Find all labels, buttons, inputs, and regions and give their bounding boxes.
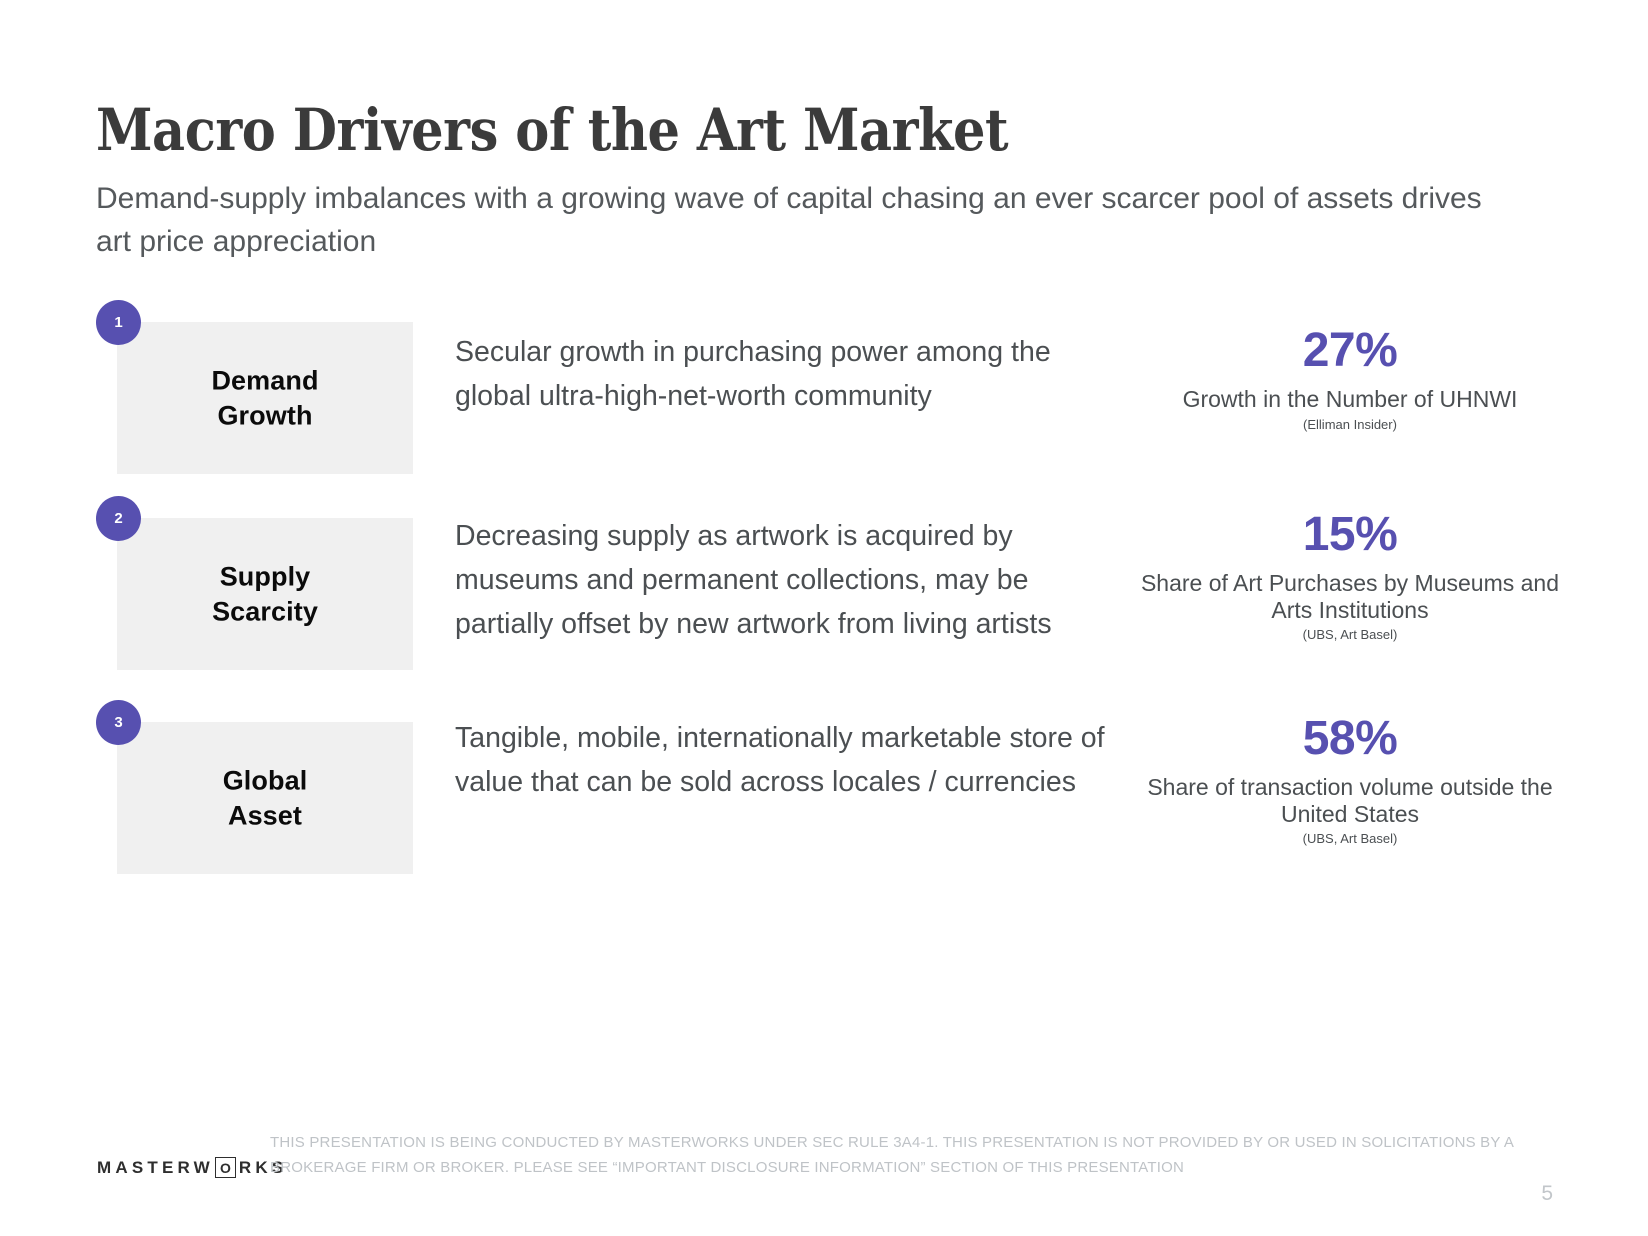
stat-source-3: (UBS, Art Basel): [1302, 830, 1398, 846]
driver-description-3: Tangible, mobile, internationally market…: [455, 722, 1105, 799]
driver-label-line1: Demand: [211, 365, 319, 396]
drivers-list: 1 Demand Growth Secular growth in purcha…: [0, 300, 1648, 902]
stat-caption-2: Share of Art Purchases by Museums and Ar…: [1140, 570, 1560, 623]
driver-label-2: Supply Scarcity: [117, 559, 413, 628]
driver-label-3: Global Asset: [117, 763, 413, 832]
logo-text-part1: MASTERW: [97, 1157, 214, 1177]
stat-source-1: (Elliman Insider): [1303, 416, 1397, 432]
driver-stat-1: 27% Growth in the Number of UHNWI (Ellim…: [1140, 324, 1560, 432]
stat-caption-3: Share of transaction volume outside the …: [1147, 774, 1553, 827]
driver-panel-2: Supply Scarcity: [117, 518, 413, 670]
driver-badge-2: 2: [96, 496, 141, 541]
driver-label-1: Demand Growth: [117, 363, 413, 432]
driver-label-line1: Global: [222, 765, 308, 796]
driver-label-line2: Scarcity: [212, 596, 318, 626]
driver-stat-3: 58% Share of transaction volume outside …: [1140, 712, 1560, 846]
stat-value-3: 58%: [1302, 712, 1398, 765]
masterworks-logo: MASTERW O RKS: [97, 1157, 287, 1178]
stat-value-2: 15%: [1302, 508, 1398, 561]
driver-label-line1: Supply: [219, 561, 311, 592]
driver-stat-2: 15% Share of Art Purchases by Museums an…: [1140, 508, 1560, 642]
slide-footer: MASTERW O RKS THIS PRESENTATION IS BEING C…: [0, 1116, 1648, 1236]
page-title: Macro Drivers of the Art Market: [96, 95, 1009, 164]
stat-source-2: (UBS, Art Basel): [1302, 626, 1398, 642]
logo-boxed-o-icon: O: [214, 1157, 236, 1178]
driver-badge-3: 3: [96, 700, 141, 745]
driver-badge-1: 1: [96, 300, 141, 345]
page-subtitle: Demand-supply imbalances with a growing …: [96, 182, 1482, 258]
driver-row: 2 Supply Scarcity Decreasing supply as a…: [0, 496, 1648, 670]
legal-disclaimer: THIS PRESENTATION IS BEING CONDUCTED BY …: [270, 1134, 1514, 1176]
stat-caption-1: Growth in the Number of UHNWI: [1182, 386, 1518, 413]
driver-label-line2: Asset: [227, 800, 303, 830]
driver-description-1: Secular growth in purchasing power among…: [455, 336, 1051, 413]
driver-panel-3: Global Asset: [117, 722, 413, 874]
driver-row: 1 Demand Growth Secular growth in purcha…: [0, 300, 1648, 474]
driver-panel-1: Demand Growth: [117, 322, 413, 474]
page-number: 5: [1541, 1182, 1553, 1205]
stat-value-1: 27%: [1302, 324, 1398, 377]
driver-row: 3 Global Asset Tangible, mobile, interna…: [0, 700, 1648, 874]
driver-label-line2: Growth: [217, 400, 313, 430]
driver-description-2: Decreasing supply as artwork is acquired…: [455, 520, 1052, 641]
logo-text-part2: RKS: [238, 1157, 288, 1177]
